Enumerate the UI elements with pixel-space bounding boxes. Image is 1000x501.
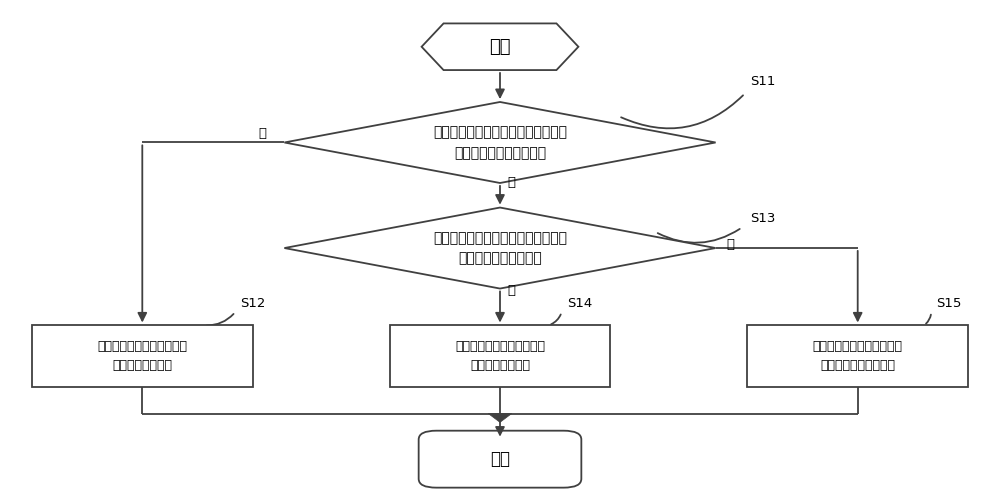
FancyBboxPatch shape	[419, 431, 581, 487]
Bar	[390, 325, 610, 387]
Text: S15: S15	[936, 297, 961, 310]
Bar	[32, 325, 253, 387]
Text: 对满足预设控制条件的电池
单体进行均衡控制: 对满足预设控制条件的电池 单体进行均衡控制	[455, 340, 545, 372]
Text: 开始: 开始	[489, 38, 511, 56]
Polygon shape	[488, 413, 512, 422]
Text: 当前动力电池状态参数满足动力电池
均衡使能功能开启条件？: 当前动力电池状态参数满足动力电池 均衡使能功能开启条件？	[433, 125, 567, 160]
Polygon shape	[284, 207, 716, 289]
Text: S12: S12	[240, 297, 266, 310]
Polygon shape	[422, 24, 578, 70]
Text: 对不满足预设控制条件的电
池单体不进行均衡控制: 对不满足预设控制条件的电 池单体不进行均衡控制	[813, 340, 903, 372]
Text: 是: 是	[508, 176, 516, 189]
Text: S13: S13	[750, 212, 775, 225]
Text: 否: 否	[259, 127, 267, 140]
Text: 结束: 结束	[490, 450, 510, 468]
Bar	[747, 325, 968, 387]
Text: S14: S14	[567, 297, 592, 310]
Text: 对动力电池中所有电池单体
均不进行均衡控制: 对动力电池中所有电池单体 均不进行均衡控制	[97, 340, 187, 372]
Polygon shape	[284, 102, 716, 183]
Text: 否: 否	[726, 237, 734, 250]
Text: 是: 是	[508, 284, 516, 297]
Text: S11: S11	[750, 75, 775, 88]
Text: 动力电池各电池单体中，有满足预设
控制条件的电池单体？: 动力电池各电池单体中，有满足预设 控制条件的电池单体？	[433, 231, 567, 266]
